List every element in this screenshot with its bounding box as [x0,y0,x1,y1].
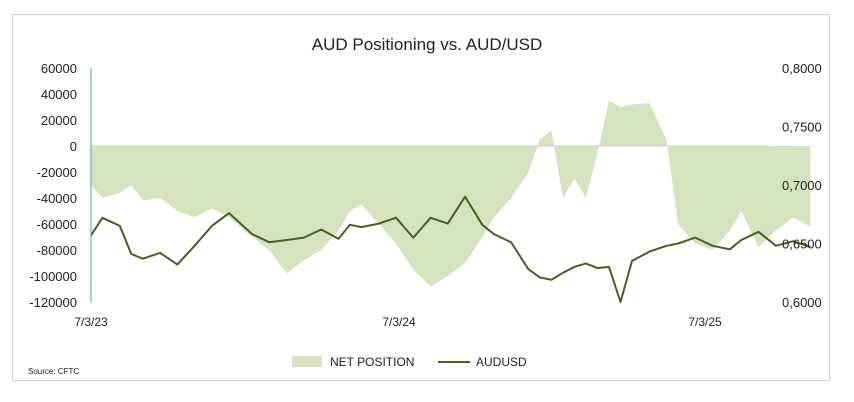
left-tick-label: 20000 [41,113,77,128]
left-tick-label: -20000 [37,165,77,180]
right-tick-label: 0,7500 [782,120,822,135]
audusd-line-layer [90,195,811,303]
left-tick-label: 40000 [41,87,77,102]
legend-swatch-net-position [292,356,322,367]
left-tick-label: 60000 [41,61,77,76]
left-tick-label: -60000 [37,217,77,232]
left-axis-ticks: 60000 40000 20000 0 -20000 -40000 -60000 -80000… [29,61,77,310]
legend-label-net-position: NET POSITION [330,355,414,369]
right-tick-label: 0,6500 [782,237,822,252]
source-note: Source: CFTC [28,367,79,376]
x-tick-label: 7/3/24 [382,315,416,329]
x-tick-label: 7/3/23 [74,315,108,329]
right-tick-label: 0,6000 [782,295,822,310]
net-position-area [91,100,811,287]
net-position-area-layer [91,100,811,287]
x-tick-label: 7/3/25 [688,315,722,329]
legend-label-audusd: AUDUSD [476,355,527,369]
right-axis-ticks: 0,8000 0,7500 0,7000 0,6500 0,6000 [782,61,822,310]
right-tick-label: 0,7000 [782,178,822,193]
left-tick-label: 0 [70,139,77,154]
legend: NET POSITION AUDUSD [292,355,527,369]
left-tick-label: -40000 [37,191,77,206]
x-axis-ticks: 7/3/23 7/3/24 7/3/25 [74,315,722,329]
left-tick-label: -80000 [37,243,77,258]
left-tick-label: -120000 [29,295,77,310]
chart-title: AUD Positioning vs. AUD/USD [312,35,543,54]
right-tick-label: 0,8000 [782,61,822,76]
left-tick-label: -100000 [29,269,77,284]
audusd-line [90,195,811,303]
